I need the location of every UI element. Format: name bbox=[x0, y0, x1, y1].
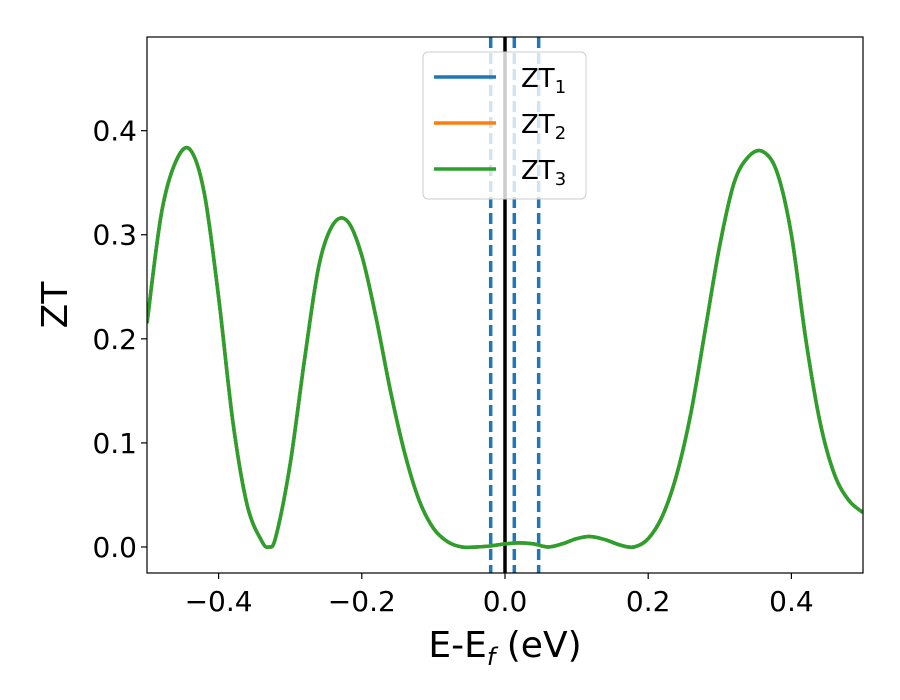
y-tick-label: 0.4 bbox=[92, 115, 137, 148]
y-tick-label: 0.3 bbox=[92, 219, 137, 252]
legend-label-zt1: ZT1 bbox=[521, 64, 566, 98]
series-line-zt3 bbox=[147, 145, 863, 550]
legend: ZT1 ZT2 ZT3 bbox=[422, 51, 587, 200]
x-axis-label-main: E-E bbox=[428, 625, 486, 666]
legend-label-zt3: ZT3 bbox=[521, 156, 566, 190]
y-tick-label: 0.1 bbox=[92, 427, 137, 460]
y-axis-label: ZT bbox=[35, 281, 76, 329]
x-tick-label: 0.0 bbox=[483, 585, 528, 618]
legend-box bbox=[422, 51, 587, 200]
y-tick-label: 0.0 bbox=[92, 531, 137, 564]
x-tick-label: 0.4 bbox=[769, 585, 814, 618]
y-tick-label: 0.2 bbox=[92, 323, 137, 356]
x-tick-label: −0.4 bbox=[185, 585, 253, 618]
legend-label-zt2: ZT2 bbox=[521, 110, 566, 144]
x-axis-label-tail: (eV) bbox=[495, 625, 581, 666]
x-tick-label: 0.2 bbox=[626, 585, 671, 618]
x-axis-label: E-Ef (eV) bbox=[428, 625, 581, 671]
x-tick-label: −0.2 bbox=[328, 585, 396, 618]
